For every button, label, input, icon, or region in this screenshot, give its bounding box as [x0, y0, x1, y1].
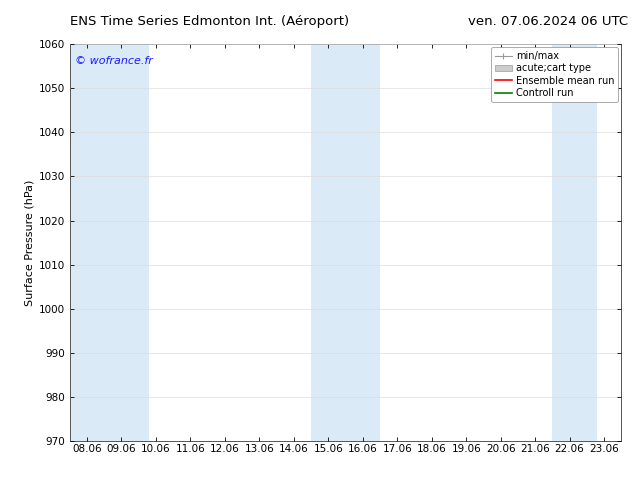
Legend: min/max, acute;cart type, Ensemble mean run, Controll run: min/max, acute;cart type, Ensemble mean … — [491, 47, 618, 102]
Text: ENS Time Series Edmonton Int. (Aéroport): ENS Time Series Edmonton Int. (Aéroport) — [70, 15, 349, 28]
Bar — [70, 44, 149, 441]
Text: © wofrance.fr: © wofrance.fr — [75, 56, 153, 66]
Y-axis label: Surface Pressure (hPa): Surface Pressure (hPa) — [25, 179, 34, 306]
Text: ven. 07.06.2024 06 UTC: ven. 07.06.2024 06 UTC — [467, 15, 628, 28]
Bar — [552, 44, 597, 441]
Bar — [311, 44, 380, 441]
